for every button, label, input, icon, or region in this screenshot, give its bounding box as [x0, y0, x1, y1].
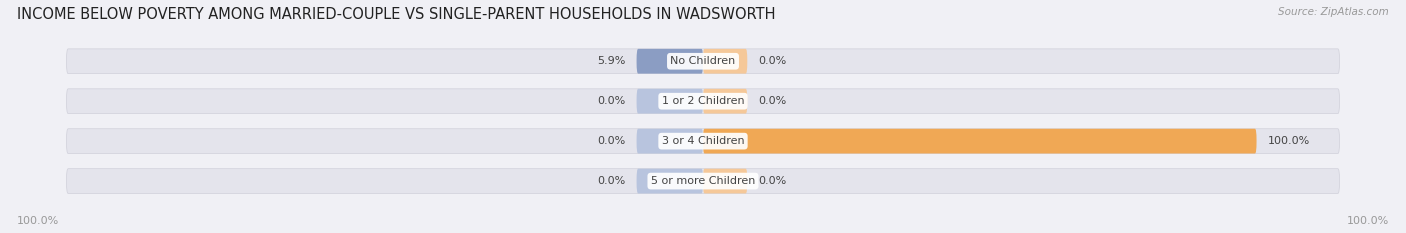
FancyBboxPatch shape [66, 129, 1340, 154]
Text: INCOME BELOW POVERTY AMONG MARRIED-COUPLE VS SINGLE-PARENT HOUSEHOLDS IN WADSWOR: INCOME BELOW POVERTY AMONG MARRIED-COUPL… [17, 7, 775, 22]
Text: 0.0%: 0.0% [598, 176, 626, 186]
Text: Source: ZipAtlas.com: Source: ZipAtlas.com [1278, 7, 1389, 17]
Text: 100.0%: 100.0% [1268, 136, 1310, 146]
FancyBboxPatch shape [703, 129, 1257, 154]
Text: 100.0%: 100.0% [17, 216, 59, 226]
FancyBboxPatch shape [703, 49, 747, 74]
Text: 100.0%: 100.0% [1347, 216, 1389, 226]
FancyBboxPatch shape [703, 89, 747, 113]
Text: 0.0%: 0.0% [758, 176, 786, 186]
FancyBboxPatch shape [637, 49, 703, 74]
FancyBboxPatch shape [66, 49, 1340, 74]
FancyBboxPatch shape [66, 89, 1340, 113]
FancyBboxPatch shape [637, 129, 703, 154]
Text: 5.9%: 5.9% [598, 56, 626, 66]
FancyBboxPatch shape [66, 169, 1340, 193]
Text: No Children: No Children [671, 56, 735, 66]
Text: 1 or 2 Children: 1 or 2 Children [662, 96, 744, 106]
FancyBboxPatch shape [637, 169, 703, 193]
Text: 3 or 4 Children: 3 or 4 Children [662, 136, 744, 146]
Text: 0.0%: 0.0% [758, 96, 786, 106]
Text: 0.0%: 0.0% [598, 136, 626, 146]
FancyBboxPatch shape [637, 89, 703, 113]
Text: 0.0%: 0.0% [598, 96, 626, 106]
Text: 0.0%: 0.0% [758, 56, 786, 66]
FancyBboxPatch shape [703, 169, 747, 193]
Text: 5 or more Children: 5 or more Children [651, 176, 755, 186]
